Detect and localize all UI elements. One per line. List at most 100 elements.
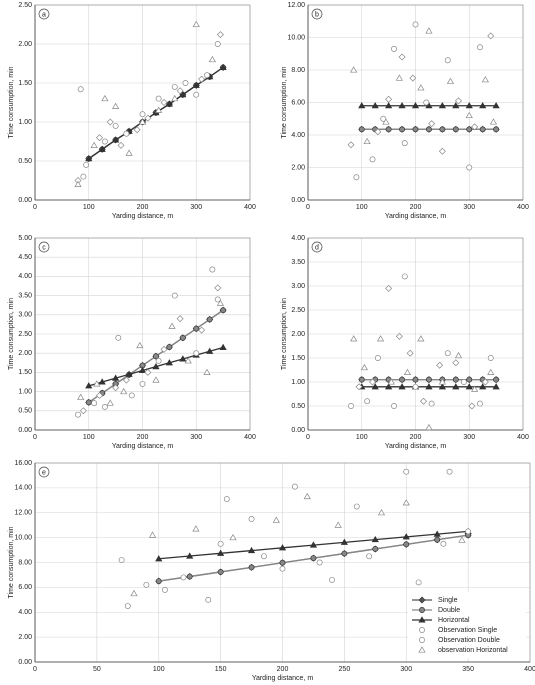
- marker: [77, 86, 84, 93]
- marker: [363, 137, 371, 145]
- marker: [385, 284, 393, 292]
- marker: [465, 111, 473, 119]
- marker: [452, 376, 459, 383]
- x-tick-label: 0: [33, 204, 37, 211]
- x-tick-label: 200: [410, 434, 422, 441]
- y-tick-label: 1.00: [18, 119, 32, 126]
- y-tick-label: 2.00: [18, 350, 32, 357]
- marker: [303, 492, 311, 500]
- marker: [412, 383, 419, 390]
- marker: [417, 335, 425, 342]
- marker: [438, 383, 446, 390]
- marker: [152, 353, 159, 360]
- marker: [364, 398, 371, 405]
- x-tick-label: 200: [277, 666, 289, 673]
- marker: [198, 75, 206, 83]
- y-tick-label: 1.00: [18, 388, 32, 395]
- marker: [348, 403, 354, 409]
- marker: [214, 41, 221, 47]
- marker: [279, 559, 286, 566]
- marker: [120, 387, 128, 395]
- y-tick-label: 0.00: [18, 197, 32, 204]
- marker: [85, 399, 92, 406]
- x-tick-label: 100: [83, 204, 95, 211]
- marker: [487, 355, 494, 361]
- x-tick-label: 400: [244, 204, 256, 211]
- marker: [477, 44, 483, 51]
- marker: [438, 378, 446, 385]
- marker: [487, 32, 495, 40]
- marker: [117, 141, 125, 149]
- y-tick-label: 10.00: [287, 34, 305, 41]
- y-tick-label: 4.50: [18, 254, 32, 261]
- marker: [358, 376, 365, 383]
- marker: [385, 102, 393, 109]
- marker: [310, 555, 317, 562]
- marker: [471, 123, 479, 131]
- marker: [91, 400, 98, 407]
- marker: [130, 589, 138, 597]
- marker: [423, 99, 430, 106]
- marker: [179, 90, 187, 98]
- marker: [176, 87, 184, 95]
- marker: [477, 400, 483, 407]
- marker: [465, 102, 473, 109]
- marker: [112, 384, 120, 392]
- x-tick-label: 300: [463, 204, 475, 211]
- marker: [425, 383, 433, 390]
- x-tick-label: 300: [400, 666, 412, 673]
- y-axis-label: Time consumption, min: [8, 66, 15, 138]
- marker: [152, 376, 160, 383]
- marker: [203, 368, 211, 375]
- marker: [465, 528, 472, 535]
- legend-label: Observation Double: [438, 637, 500, 644]
- marker: [489, 118, 498, 125]
- marker: [278, 544, 287, 551]
- y-tick-label: 2.00: [291, 331, 305, 338]
- marker: [465, 383, 473, 390]
- marker: [316, 559, 323, 566]
- y-tick-label: 6.00: [291, 99, 305, 106]
- marker: [471, 385, 479, 392]
- marker: [374, 128, 382, 136]
- y-tick-label: 2.50: [291, 307, 305, 314]
- marker: [492, 383, 500, 390]
- marker: [401, 140, 408, 147]
- marker: [148, 531, 157, 538]
- marker: [353, 503, 360, 510]
- marker: [155, 95, 162, 102]
- marker: [155, 357, 162, 364]
- panel-label: a: [42, 11, 46, 18]
- marker: [382, 118, 390, 125]
- marker: [412, 376, 419, 383]
- marker: [152, 362, 160, 370]
- marker: [391, 403, 397, 409]
- marker: [425, 27, 433, 34]
- marker: [353, 174, 360, 181]
- y-tick-label: 6.00: [18, 584, 32, 591]
- marker: [80, 173, 87, 180]
- marker: [366, 553, 373, 560]
- legend-marker: [418, 646, 426, 653]
- legend-label: observation Horizontal: [438, 647, 508, 654]
- y-tick-label: 0.50: [18, 408, 32, 415]
- marker: [136, 341, 144, 349]
- legend-marker: [419, 607, 425, 613]
- x-tick-label: 300: [190, 434, 202, 441]
- y-tick-label: 0.50: [291, 403, 305, 410]
- marker: [347, 141, 355, 149]
- marker: [144, 368, 152, 376]
- marker: [481, 76, 489, 83]
- marker: [369, 156, 376, 163]
- marker: [360, 363, 369, 371]
- marker: [160, 345, 168, 353]
- marker: [98, 145, 106, 152]
- marker: [399, 126, 406, 133]
- legend-label: Double: [438, 607, 460, 614]
- marker: [93, 380, 101, 387]
- x-axis-label: Yarding distance, m: [252, 675, 314, 682]
- marker: [452, 102, 460, 109]
- x-tick-label: 0: [33, 666, 37, 673]
- marker: [341, 550, 348, 557]
